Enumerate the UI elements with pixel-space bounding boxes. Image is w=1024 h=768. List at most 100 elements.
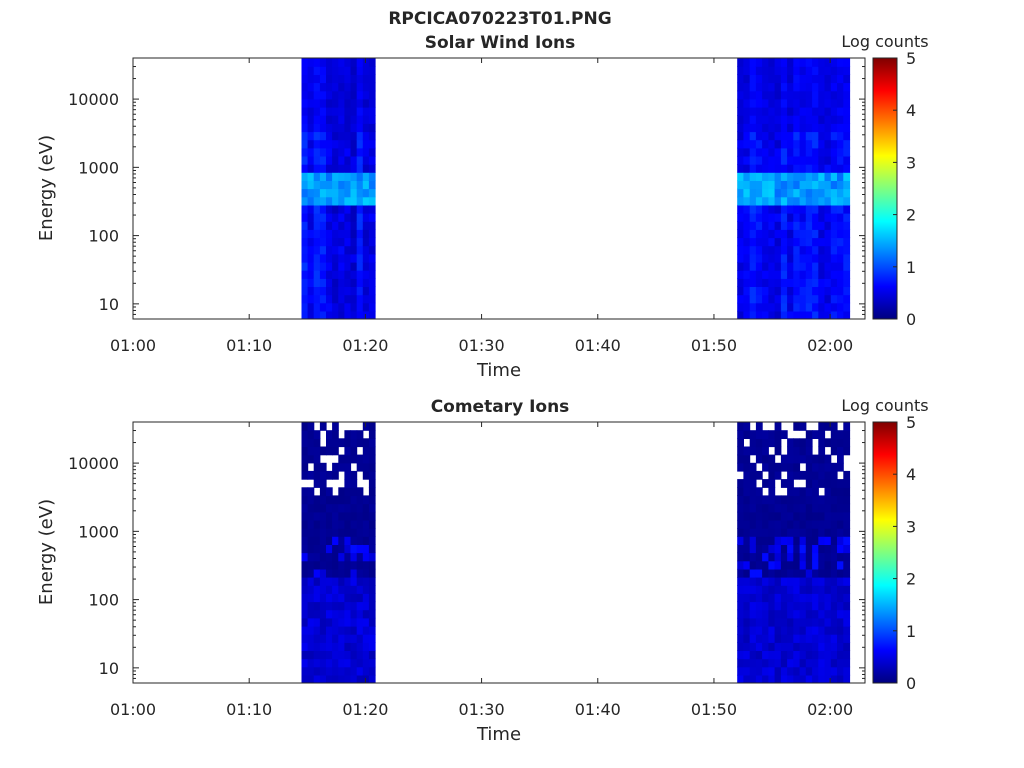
heatmap-cell [780,270,788,279]
heatmap-cell [344,294,352,304]
heatmap-cell [837,74,844,84]
heatmap-cell [812,82,819,92]
heatmap-cell [356,106,364,116]
heatmap-cell [768,123,776,133]
heatmap-cell [843,634,851,643]
heatmap-cell [824,503,832,513]
heatmap-cell [344,180,352,190]
heatmap-cell [768,634,776,643]
heatmap-cell [774,552,782,562]
heatmap-cell [356,528,364,537]
heatmap-cell [837,221,844,230]
heatmap-cell [755,674,763,683]
heatmap-cell [824,90,832,100]
heatmap-cell [319,172,327,181]
heatmap-cell [737,286,744,296]
heatmap-cell [793,302,801,312]
heatmap-cell [818,196,826,206]
heatmap-cell [319,634,327,643]
heatmap-cell [787,585,794,594]
heatmap-cell [830,74,838,84]
heatmap-cell [338,674,345,683]
heatmap-cell [356,617,364,627]
heatmap-cell [319,642,327,651]
heatmap-cell [768,172,776,181]
x-tick-label: 02:00 [807,700,853,719]
heatmap-cell [338,270,345,279]
heatmap-cell [326,147,333,157]
heatmap-cell [737,593,744,603]
heatmap-cell [362,294,370,304]
heatmap-cell [326,131,333,141]
figure-title: RPCICA070223T01.PNG [388,9,611,29]
heatmap-cell [332,302,339,312]
heatmap-cell [799,253,807,263]
heatmap-cell [368,487,376,497]
plot-frame [132,421,866,684]
heatmap-cell [307,245,315,255]
heatmap-cell [787,245,794,255]
heatmap-cell [843,139,851,149]
heatmap-cell [805,674,813,683]
heatmap-cell [313,519,321,529]
heatmap-cell [830,479,838,488]
heatmap-cell [780,577,788,586]
heatmap-cell [368,454,376,464]
heatmap-cell [787,196,794,206]
heatmap-cell [737,585,744,594]
heatmap-cell [812,519,819,529]
heatmap-cell [793,454,801,464]
heatmap-cell [768,66,776,75]
heatmap-cell [818,253,826,263]
heatmap-cell [799,593,807,603]
heatmap-cell [774,495,782,505]
heatmap-cell [762,495,769,505]
heatmap-cell [326,123,333,133]
heatmap-cell [344,310,352,319]
heatmap-cell [368,422,376,431]
heatmap-cell [313,213,321,222]
heatmap-cell [762,593,769,603]
heatmap-cell [313,245,321,255]
heatmap-cell [332,66,339,75]
heatmap-cell [837,462,844,472]
heatmap-cell [301,495,309,505]
heatmap-cell [824,172,832,181]
heatmap-cell [368,536,376,545]
heatmap-cell [332,462,339,472]
heatmap-cell [356,286,364,296]
heatmap-cell [824,237,832,247]
heatmap-cell [812,560,819,570]
heatmap-cell [313,503,321,513]
heatmap-cell [793,98,801,108]
heatmap-cell [356,139,364,149]
heatmap-cell [737,650,744,660]
heatmap-cell [301,221,309,230]
heatmap-cell [812,479,819,488]
heatmap-cell [313,479,321,488]
heatmap-cell [780,180,788,190]
heatmap-cell [755,495,763,505]
heatmap-cell [743,286,751,296]
heatmap-cell [768,544,776,554]
heatmap-cell [787,666,794,676]
heatmap-cell [799,310,807,319]
heatmap-cell [301,658,309,668]
heatmap-cell [356,536,364,545]
heatmap-cell [356,115,364,124]
heatmap-cell [319,123,327,133]
heatmap-cell [749,82,757,92]
heatmap-cell [326,261,333,271]
heatmap-cell [301,642,309,651]
heatmap-cell [307,131,315,141]
heatmap-cell [338,528,345,537]
heatmap-cell [799,503,807,513]
heatmap-cell [737,495,744,505]
heatmap-cell [812,585,819,594]
heatmap-cell [338,438,345,448]
heatmap-cell [837,188,844,198]
heatmap-cell [737,487,744,497]
heatmap-cell [307,536,315,545]
heatmap-cell [307,302,315,312]
heatmap-cell [307,147,315,157]
